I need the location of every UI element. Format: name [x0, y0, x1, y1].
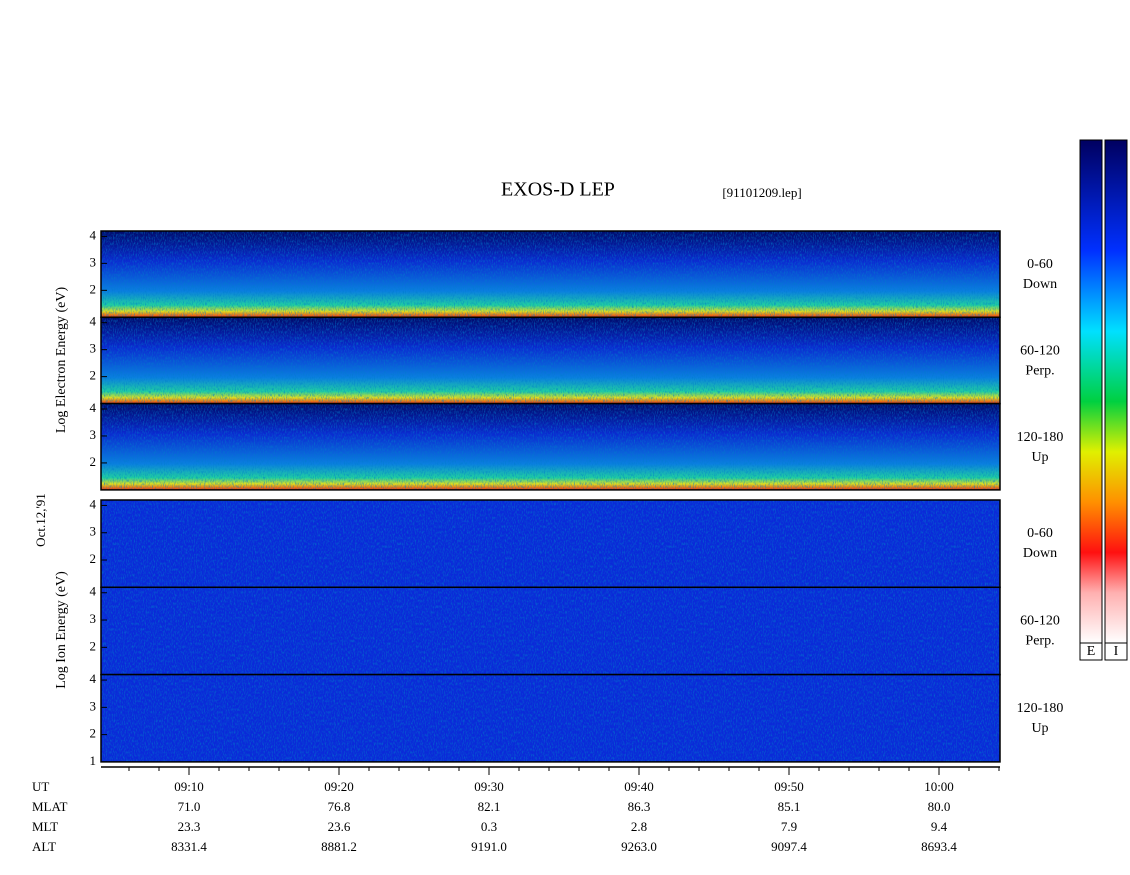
orbit-value: 85.1 — [778, 799, 801, 814]
y-tick-label: 4 — [90, 400, 97, 415]
panel-label: 60-120 — [1020, 344, 1060, 359]
y-tick-label: 3 — [90, 341, 97, 356]
panel-frame — [100, 402, 1001, 491]
row-name: UT — [32, 779, 49, 794]
orbit-value: 8693.4 — [921, 839, 957, 854]
ion-axis-title: Log Ion Energy (eV) — [54, 571, 69, 689]
date-label: Oct.12,'91 — [33, 493, 48, 547]
y-tick-label: 3 — [90, 427, 97, 442]
orbit-value: 0.3 — [481, 819, 497, 834]
spectrogram-texture — [101, 403, 1000, 490]
y-tick-label: 3 — [90, 611, 97, 626]
orbit-value: 09:50 — [774, 779, 804, 794]
panel-label: Perp. — [1025, 634, 1054, 649]
orbit-value: 09:10 — [174, 779, 204, 794]
panel-label: 60-120 — [1020, 614, 1060, 629]
panel-label: 0-60 — [1027, 526, 1053, 541]
y-tick-label: 2 — [90, 368, 97, 383]
orbit-value: 8331.4 — [171, 839, 207, 854]
panel-label: Down — [1023, 277, 1057, 292]
y-tick-label: 3 — [90, 698, 97, 713]
orbit-value: 8881.2 — [321, 839, 357, 854]
y-tick-label: 1 — [90, 753, 97, 768]
spectrogram-texture — [101, 317, 1000, 404]
y-tick-label: 3 — [90, 254, 97, 269]
y-tick-label: 4 — [90, 584, 97, 599]
y-tick-label: 2 — [90, 551, 97, 566]
y-tick-label: 4 — [90, 314, 97, 329]
panel-label: Up — [1031, 721, 1048, 736]
y-tick-label: 2 — [90, 638, 97, 653]
orbit-value: 82.1 — [478, 799, 501, 814]
colorbar-label: I — [1114, 644, 1119, 659]
orbit-value: 09:40 — [624, 779, 654, 794]
colorbar-label-box — [1079, 642, 1103, 661]
row-name: ALT — [32, 839, 56, 854]
orbit-value: 09:30 — [474, 779, 504, 794]
panel-label: Up — [1031, 450, 1048, 465]
row-name: MLAT — [32, 799, 67, 814]
panel-label: 0-60 — [1027, 257, 1053, 272]
y-tick-label: 4 — [90, 227, 97, 242]
panel-label: Down — [1023, 546, 1057, 561]
panel-label: 120-180 — [1017, 701, 1064, 716]
orbit-value: 86.3 — [628, 799, 651, 814]
y-tick-label: 4 — [90, 496, 97, 511]
spectrogram-texture — [101, 674, 1000, 762]
orbit-value: 71.0 — [178, 799, 201, 814]
spectrogram-texture — [101, 500, 1000, 588]
colorbar-i — [1104, 139, 1128, 644]
orbit-value: 23.6 — [328, 819, 351, 834]
orbit-value: 7.9 — [781, 819, 797, 834]
file-name: [91101209.lep] — [722, 185, 801, 200]
chart-title: EXOS-D LEP — [501, 179, 615, 201]
orbit-value: 9097.4 — [771, 839, 807, 854]
colorbar-e — [1079, 139, 1103, 644]
colorbars: E I — [1079, 139, 1128, 661]
orbit-value: 10:00 — [924, 779, 954, 794]
orbit-value: 80.0 — [928, 799, 951, 814]
orbit-value: 9191.0 — [471, 839, 507, 854]
y-tick-label: 3 — [90, 524, 97, 539]
orbit-value: 23.3 — [178, 819, 201, 834]
panel-label: 120-180 — [1017, 430, 1064, 445]
orbit-value: 76.8 — [328, 799, 351, 814]
orbit-value: 2.8 — [631, 819, 647, 834]
spectrogram-texture — [101, 587, 1000, 675]
y-tick-label: 4 — [90, 671, 97, 686]
orbit-value: 9.4 — [931, 819, 948, 834]
orbit-value: 09:20 — [324, 779, 354, 794]
orbit-value: 9263.0 — [621, 839, 657, 854]
colorbar-label: E — [1087, 644, 1096, 659]
y-tick-label: 2 — [90, 454, 97, 469]
panel-label: Perp. — [1025, 364, 1054, 379]
electron-axis-title: Log Electron Energy (eV) — [54, 287, 69, 434]
row-name: MLT — [32, 819, 58, 834]
spectrogram-texture — [101, 231, 1000, 318]
colorbar-label-box — [1104, 642, 1128, 661]
panel-frame — [100, 673, 1001, 763]
y-tick-label: 2 — [90, 281, 97, 296]
y-tick-label: 2 — [90, 726, 97, 741]
